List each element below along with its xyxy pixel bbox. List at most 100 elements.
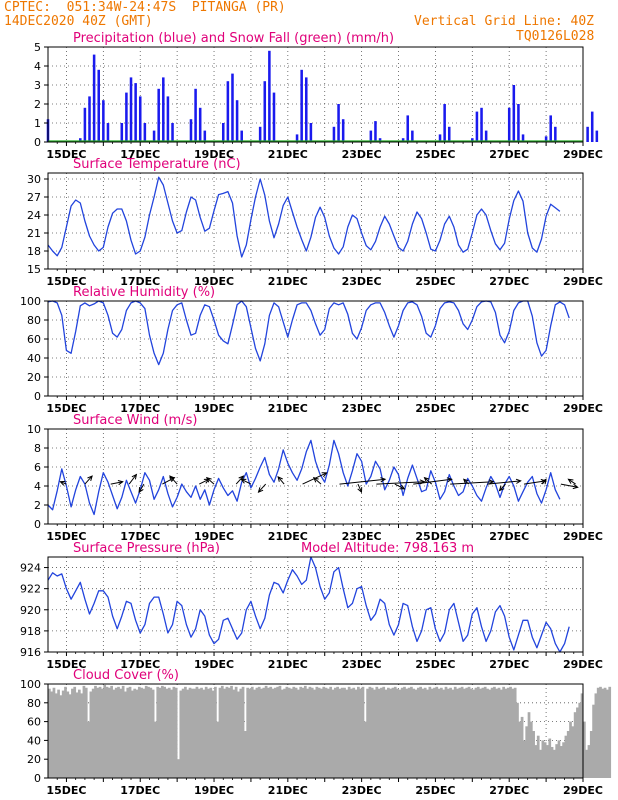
cloud-bar	[437, 688, 441, 778]
x-tick-label: 17DEC	[120, 530, 160, 543]
cloud-bar	[190, 688, 194, 778]
x-tick-label: 15DEC	[46, 275, 86, 288]
wind-arrow-head	[87, 475, 93, 482]
precip-bar	[341, 119, 345, 142]
cloud-bar	[352, 687, 356, 778]
cloud-bar	[96, 687, 100, 778]
precip-bar	[374, 121, 377, 142]
wind-arrow-head	[380, 477, 387, 483]
cloud-bar	[580, 693, 584, 778]
cloud-bar	[170, 689, 173, 778]
cloud-bar	[331, 689, 335, 778]
wind-arrow	[413, 478, 452, 485]
cloud-bar	[103, 684, 107, 778]
cloud-bar	[207, 688, 210, 778]
cloud-bar	[449, 687, 452, 778]
wind-arrow	[277, 476, 285, 485]
cloud-bar	[426, 689, 429, 778]
x-tick-label: 23DEC	[342, 275, 382, 288]
cloud-bar	[336, 686, 339, 778]
cloud-bar	[474, 687, 478, 778]
precip-bar	[263, 81, 267, 142]
cloud-bar	[299, 686, 303, 778]
y-tick-label: 1	[34, 117, 41, 130]
precip-bar	[272, 92, 276, 142]
y-tick-label: 918	[20, 625, 41, 638]
cloud-bar	[543, 742, 547, 778]
precip-bar	[554, 126, 557, 142]
precip-bar	[258, 126, 262, 142]
cloud-bar	[504, 688, 508, 778]
cloud-bar	[262, 687, 266, 778]
cloud-bar	[377, 688, 381, 778]
precip-bar	[590, 111, 594, 142]
cloud-bar	[601, 688, 605, 778]
cloud-bar	[359, 688, 363, 778]
x-tick-label: 27DEC	[489, 658, 529, 671]
precip-bar	[480, 107, 483, 142]
precip-bar	[88, 96, 91, 142]
precip-bar	[475, 111, 479, 142]
cloud-bar	[511, 688, 515, 778]
cloud-bar	[350, 688, 353, 778]
precip-bar	[507, 107, 511, 142]
cloud-bar	[419, 686, 422, 778]
cloud-bar	[354, 689, 358, 778]
cloud-bar	[94, 685, 97, 778]
cloud-bar	[361, 686, 365, 778]
precip-bar	[198, 107, 202, 142]
cloud-bar	[368, 686, 372, 778]
cloud-bar	[412, 688, 416, 778]
cloud-bar	[310, 687, 314, 778]
wind-arrow-head	[399, 484, 406, 490]
x-tick-label: 25DEC	[415, 784, 455, 797]
cloud-bar	[329, 686, 333, 778]
cloud-bar	[456, 688, 459, 778]
wind-arrow	[568, 478, 576, 485]
cloud-bar	[476, 686, 480, 778]
precip-bar	[411, 130, 414, 142]
wind-arrow	[450, 481, 494, 485]
cloud-bar	[264, 685, 268, 778]
y-tick-label: 27	[27, 191, 41, 204]
grid-note: Vertical Grid Line: 40Z	[414, 14, 595, 29]
cloud-bar	[520, 716, 524, 778]
cloud-bar	[347, 686, 351, 778]
cloud-bar	[370, 687, 374, 778]
cloud-bar	[442, 689, 446, 778]
cloud-bar	[137, 686, 141, 778]
cloud-bar	[193, 688, 196, 778]
wind-arrow	[487, 480, 521, 485]
y-tick-label: 30	[27, 173, 41, 186]
cloud-bar	[195, 686, 199, 778]
x-tick-label: 27DEC	[489, 784, 529, 797]
cloud-bar	[117, 686, 120, 778]
wind-arrow-head	[240, 478, 247, 484]
precip-bar	[171, 123, 174, 142]
precip-bar	[586, 126, 589, 142]
cloud-bar	[80, 693, 83, 778]
cloud-bar	[539, 749, 542, 778]
precip-bar	[97, 69, 101, 142]
cloud-bar	[603, 687, 607, 778]
wind-arrow-head	[277, 476, 283, 482]
cloud-bar	[101, 688, 104, 778]
wind-arrow	[376, 481, 425, 485]
wind-arrow	[499, 483, 506, 491]
wind-arrow-head	[541, 478, 547, 485]
wind-arrow	[138, 483, 145, 493]
precip-bar	[143, 123, 147, 142]
x-tick-label: 29DEC	[563, 148, 603, 161]
cloud-bar	[64, 686, 67, 778]
cloud-bar	[181, 688, 185, 778]
wind-arrow-head	[515, 478, 522, 484]
wind-arrow	[169, 475, 178, 485]
cloud-bar	[532, 731, 535, 778]
y-tick-label: 40	[27, 734, 41, 747]
x-tick-label: 29DEC	[563, 402, 603, 415]
cloud-bar	[446, 688, 450, 778]
x-tick-label: 15DEC	[46, 658, 86, 671]
x-tick-label: 17DEC	[120, 402, 160, 415]
y-tick-label: 0	[34, 136, 41, 149]
